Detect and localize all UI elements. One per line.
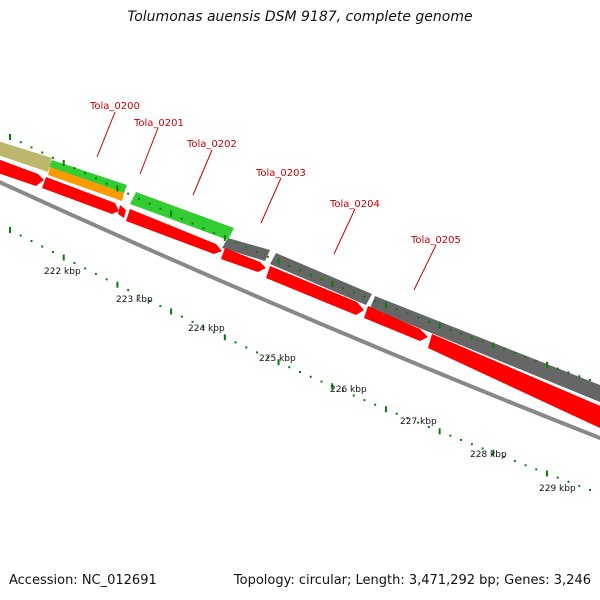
kbp-label-229: 229 kbp <box>539 484 576 494</box>
gene-label-tola-0201: Tola_0201 <box>133 118 184 129</box>
gene-callouts <box>96 111 437 291</box>
kbp-label-224: 224 kbp <box>188 324 225 334</box>
genome-summary-text: Topology: circular; Length: 3,471,292 bp… <box>233 573 591 588</box>
khaki-feature <box>0 141 52 172</box>
map-title: Tolumonas auensis DSM 9187, complete gen… <box>127 9 473 25</box>
gene-label-tola-0202: Tola_0202 <box>186 139 237 150</box>
inner-ticks <box>9 227 591 491</box>
kbp-label-222: 222 kbp <box>44 267 81 277</box>
gene-label-tola-0205: Tola_0205 <box>410 235 461 246</box>
green-feature-track <box>49 160 234 240</box>
gene-label-tola-0203: Tola_0203 <box>255 168 306 179</box>
red-cds-track <box>0 159 600 428</box>
kbp-label-227: 227 kbp <box>400 417 437 427</box>
kbp-label-223: 223 kbp <box>116 295 153 305</box>
kbp-label-226: 226 kbp <box>330 385 367 395</box>
kbp-label-225: 225 kbp <box>259 354 296 364</box>
backbone <box>0 180 600 441</box>
kbp-label-228: 228 kbp <box>470 450 507 460</box>
outer-ticks <box>9 134 591 381</box>
gene-label-tola-0200: Tola_0200 <box>89 101 140 112</box>
accession-text: Accession: NC_012691 <box>9 573 157 588</box>
orange-feature <box>48 167 124 201</box>
gene-label-tola-0204: Tola_0204 <box>329 199 380 210</box>
